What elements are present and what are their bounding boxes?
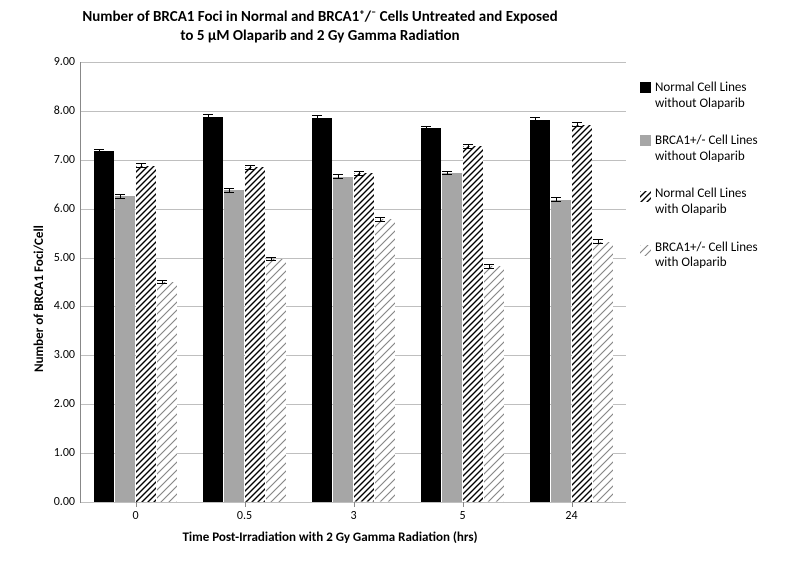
- legend-item-brca_olap: BRCA1+/- Cell Lines with Olaparib: [640, 240, 760, 271]
- legend-label: BRCA1+/- Cell Lines without Olaparib: [655, 133, 760, 164]
- bar-brca_no_olap: [551, 200, 571, 502]
- bar-normal_olap: [572, 125, 592, 502]
- y-tick-label: 4.00: [54, 299, 81, 313]
- legend-label: Normal Cell Lines with Olaparib: [655, 186, 760, 217]
- x-tick-label: 3: [350, 502, 356, 523]
- y-tick-label: 1.00: [54, 446, 81, 460]
- legend-item-brca_no_olap: BRCA1+/- Cell Lines without Olaparib: [640, 133, 760, 164]
- error-bar: [593, 239, 603, 244]
- gridline: [81, 111, 626, 112]
- legend-label: BRCA1+/- Cell Lines with Olaparib: [655, 240, 760, 271]
- bar-brca_no_olap: [442, 173, 462, 502]
- bar-brca_no_olap: [115, 196, 135, 502]
- legend-swatch: [640, 82, 651, 93]
- bar-brca_olap: [593, 242, 613, 502]
- bar-brca_olap: [484, 266, 504, 502]
- bar-normal_no_olap: [421, 128, 441, 502]
- error-bar: [203, 114, 213, 119]
- y-tick-label: 8.00: [54, 104, 81, 118]
- bar-normal_no_olap: [312, 118, 332, 502]
- legend-label: Normal Cell Lines without Olaparib: [655, 80, 760, 111]
- error-bar: [266, 257, 276, 262]
- error-bar: [333, 174, 343, 179]
- bar-brca_olap: [266, 259, 286, 502]
- chart-title-line1: Number of BRCA1 Foci in Normal and BRCA1…: [82, 8, 557, 26]
- error-bar: [442, 171, 452, 176]
- bar-brca_no_olap: [333, 177, 353, 502]
- legend-item-normal_no_olap: Normal Cell Lines without Olaparib: [640, 80, 760, 111]
- bar-normal_olap: [463, 146, 483, 502]
- error-bar: [354, 171, 364, 176]
- error-bar: [136, 163, 146, 168]
- legend-swatch: [640, 135, 651, 146]
- y-tick-label: 3.00: [54, 348, 81, 362]
- legend-item-normal_olap: Normal Cell Lines with Olaparib: [640, 186, 760, 217]
- bar-normal_olap: [136, 166, 156, 502]
- error-bar: [94, 149, 104, 154]
- bar-normal_no_olap: [94, 151, 114, 502]
- plot-area: 0.001.002.003.004.005.006.007.008.009.00…: [80, 62, 626, 503]
- x-axis-label: Time Post-Irradiation with 2 Gy Gamma Ra…: [183, 530, 478, 545]
- bar-normal_no_olap: [530, 120, 550, 502]
- error-bar: [484, 264, 494, 269]
- chart-title-line2: to 5 µM Olaparib and 2 Gy Gamma Radiatio…: [180, 27, 459, 45]
- chart-title: Number of BRCA1 Foci in Normal and BRCA1…: [0, 8, 640, 46]
- y-axis-label: Number of BRCA1 Foci/Cell: [32, 225, 47, 372]
- error-bar: [421, 126, 431, 131]
- bar-normal_no_olap: [203, 117, 223, 502]
- y-tick-label: 6.00: [54, 202, 81, 216]
- error-bar: [530, 117, 540, 122]
- bar-brca_olap: [375, 219, 395, 502]
- bar-normal_olap: [245, 167, 265, 502]
- legend: Normal Cell Lines without Olaparib BRCA1+…: [640, 80, 760, 293]
- bar-brca_olap: [157, 282, 177, 502]
- y-tick-label: 5.00: [54, 251, 81, 265]
- error-bar: [375, 217, 385, 222]
- legend-swatch: [640, 242, 651, 253]
- error-bar: [572, 122, 582, 127]
- y-tick-label: 7.00: [54, 153, 81, 167]
- error-bar: [463, 144, 473, 149]
- x-tick-label: 0: [132, 502, 138, 523]
- error-bar: [551, 197, 561, 202]
- x-tick-label: 0.5: [237, 502, 252, 523]
- gridline: [81, 62, 626, 63]
- x-tick-label: 5: [459, 502, 465, 523]
- y-tick-label: 2.00: [54, 397, 81, 411]
- bar-brca_no_olap: [224, 190, 244, 502]
- error-bar: [312, 115, 322, 120]
- y-tick-label: 0.00: [54, 495, 81, 509]
- error-bar: [245, 165, 255, 170]
- chart-container: Number of BRCA1 Foci in Normal and BRCA1…: [0, 0, 787, 577]
- x-tick-label: 24: [565, 502, 577, 523]
- y-tick-label: 9.00: [54, 55, 81, 69]
- bar-normal_olap: [354, 173, 374, 502]
- error-bar: [115, 194, 125, 199]
- legend-swatch: [640, 188, 651, 199]
- error-bar: [157, 280, 167, 285]
- error-bar: [224, 188, 234, 193]
